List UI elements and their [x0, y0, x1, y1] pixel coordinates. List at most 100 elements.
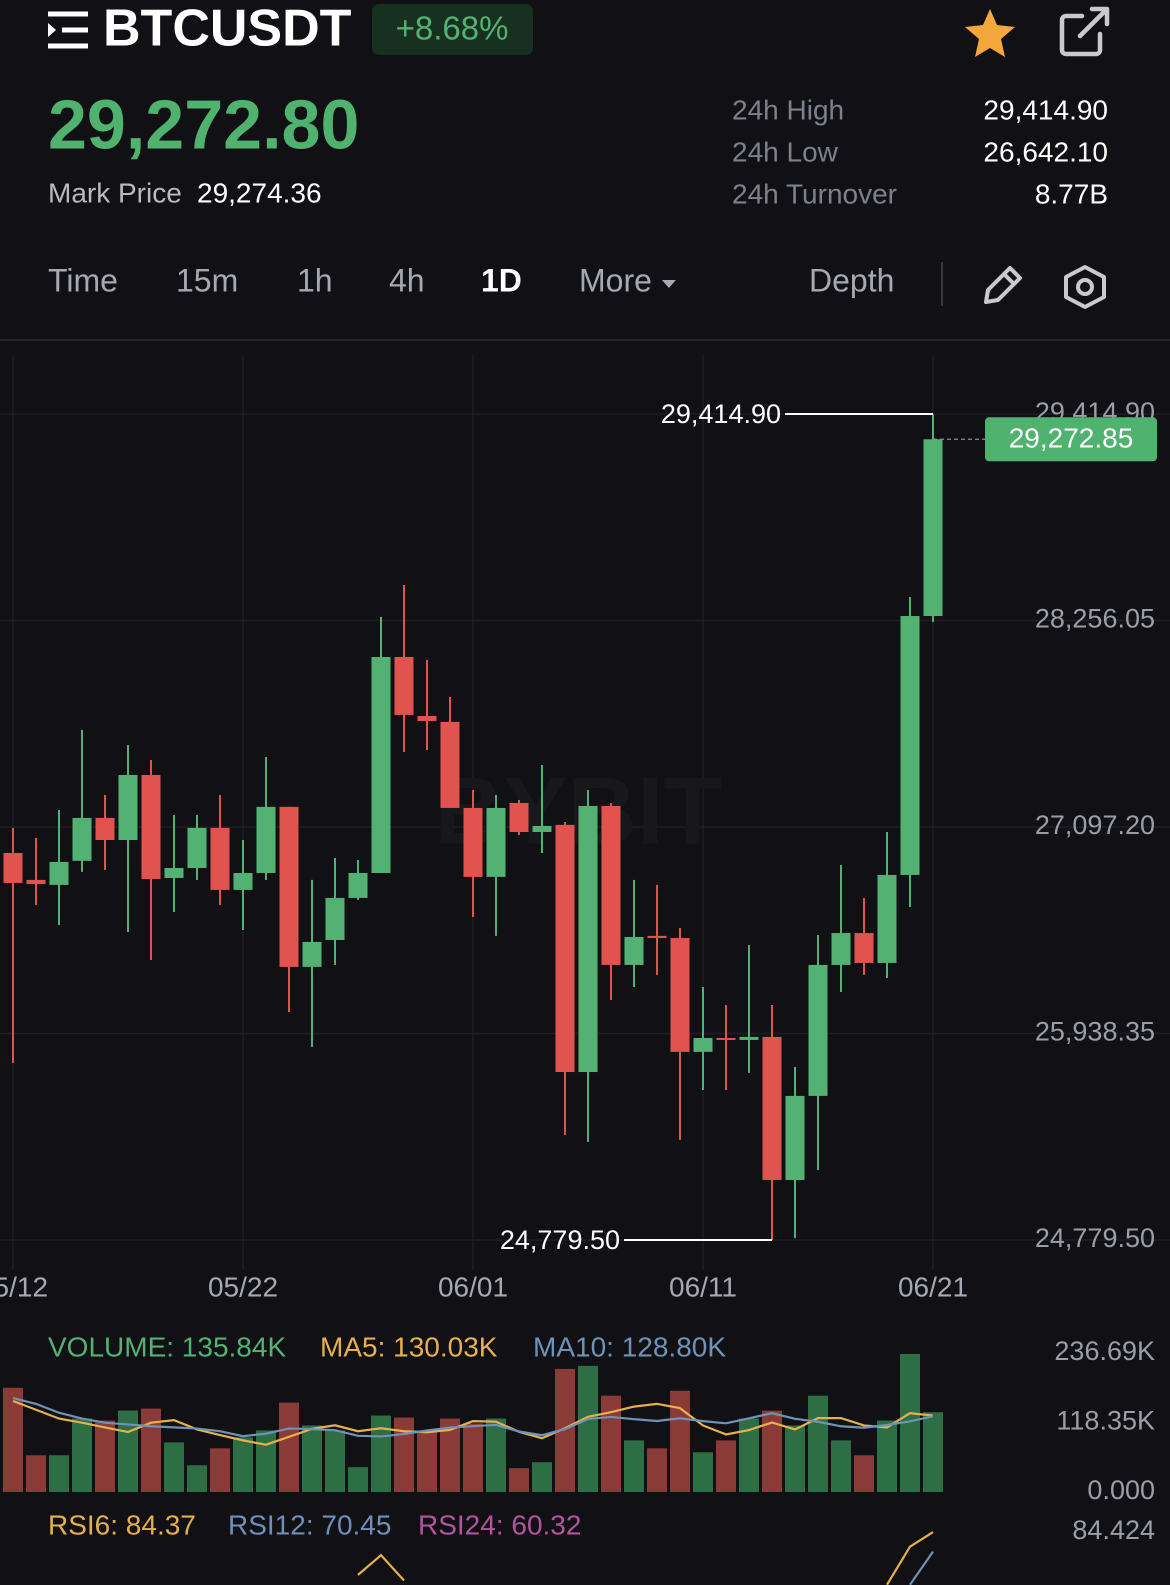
settings-icon[interactable]	[1064, 265, 1106, 309]
candle-body	[164, 867, 184, 878]
volume-bar	[463, 1423, 483, 1492]
volume-bar	[808, 1395, 828, 1492]
volume-bar	[578, 1365, 598, 1492]
volume-bar	[440, 1418, 460, 1492]
volume-bar	[26, 1455, 46, 1492]
legend-entry: RSI24: 60.32	[418, 1509, 581, 1540]
candle-body	[141, 774, 161, 880]
volume-bar	[95, 1420, 115, 1492]
stat-label: 24h Low	[732, 136, 839, 167]
volume-bar	[325, 1430, 345, 1492]
candle-body	[509, 802, 529, 832]
candle-body	[187, 827, 207, 868]
volume-bar	[854, 1455, 874, 1492]
volume-bar	[417, 1430, 437, 1492]
timeframe-tab[interactable]: Time	[48, 262, 118, 298]
dropdown-caret	[661, 280, 676, 288]
candle-body	[808, 964, 828, 1096]
y-tick-label: 27,097.20	[1035, 810, 1155, 840]
timeframe-tab[interactable]: 1h	[297, 262, 333, 298]
mark-price-label: Mark Price	[48, 177, 182, 208]
candle-body	[95, 817, 115, 841]
timeframe-tab[interactable]: More	[579, 262, 652, 298]
legend-entry: VOLUME: 135.84K	[48, 1331, 286, 1362]
x-tick-label: 05/22	[208, 1271, 278, 1302]
volume-bar	[647, 1448, 667, 1492]
volume-bar	[141, 1408, 161, 1492]
ma-line	[12, 1396, 934, 1438]
favorite-star[interactable]	[965, 9, 1015, 57]
volume-bar	[900, 1353, 920, 1492]
candle-body	[923, 439, 943, 617]
candle-body	[463, 807, 483, 877]
candle-body	[210, 827, 230, 890]
timeframe-tab[interactable]: 15m	[176, 262, 238, 298]
volume-bar	[279, 1402, 299, 1492]
volume-bar	[210, 1448, 230, 1492]
candle-body	[716, 1037, 736, 1040]
candle-body	[26, 879, 46, 885]
candle-body	[440, 721, 460, 808]
volume-bar	[164, 1442, 184, 1492]
share-icon[interactable]	[1059, 6, 1110, 57]
candle-body	[325, 897, 345, 940]
candle-body	[371, 657, 391, 873]
draw-tool-icon[interactable]	[984, 266, 1022, 304]
volume-bar	[187, 1465, 207, 1492]
x-tick-label: 06/11	[669, 1271, 737, 1302]
candle-body	[417, 715, 437, 721]
volume-bar	[72, 1418, 92, 1492]
volume-bar	[877, 1420, 897, 1492]
candle-body	[831, 933, 851, 965]
candle-body	[693, 1037, 713, 1052]
volume-bar	[3, 1387, 23, 1492]
mark-price-value: 29,274.36	[197, 177, 322, 208]
candle-body	[647, 935, 667, 939]
candle-body	[601, 805, 621, 965]
x-tick-label: 06/21	[898, 1271, 968, 1302]
candle-body	[877, 874, 897, 963]
candle-body	[118, 774, 138, 841]
candle-body	[233, 872, 253, 890]
timeframe-tab[interactable]: 1D	[481, 262, 522, 298]
candle-body	[279, 806, 299, 967]
volume-bar	[118, 1410, 138, 1492]
volume-bar	[624, 1440, 644, 1492]
volume-bar	[486, 1418, 506, 1492]
legend-entry: MA10: 128.80K	[533, 1331, 726, 1362]
menu-icon[interactable]	[48, 11, 88, 49]
rsi-line	[886, 1531, 934, 1585]
y-tick-label: 236.69K	[1054, 1336, 1155, 1366]
candle-body	[900, 616, 920, 875]
volume-bar	[831, 1440, 851, 1492]
candle-body	[532, 825, 552, 832]
volume-bar	[693, 1452, 713, 1492]
stat-label: 24h High	[732, 94, 844, 125]
volume-bar	[739, 1418, 759, 1492]
rsi-line	[357, 1553, 405, 1582]
last-price-label: 29,272.85	[1009, 423, 1134, 454]
candle-body	[486, 807, 506, 877]
volume-bar	[762, 1410, 782, 1492]
candle-body	[762, 1036, 782, 1181]
stat-value: 8.77B	[1035, 178, 1108, 209]
timeframe-tab[interactable]: Depth	[809, 262, 894, 298]
volume-bar	[394, 1417, 414, 1492]
extreme-marker-label: 29,414.90	[661, 399, 781, 429]
candle-body	[3, 853, 23, 883]
y-tick-label: 28,256.05	[1035, 604, 1155, 634]
change-badge	[372, 4, 533, 55]
candle-body	[739, 1036, 759, 1040]
last-price-tag	[985, 417, 1157, 462]
candle-body	[670, 938, 690, 1052]
volume-bar	[302, 1425, 322, 1492]
legend-entry: RSI6: 84.37	[48, 1509, 196, 1540]
candle-body	[49, 861, 69, 885]
volume-bar	[670, 1390, 690, 1492]
timeframe-tab[interactable]: 4h	[389, 262, 425, 298]
candle-body	[348, 872, 368, 898]
candle-body	[72, 817, 92, 861]
candle-body	[394, 657, 414, 715]
